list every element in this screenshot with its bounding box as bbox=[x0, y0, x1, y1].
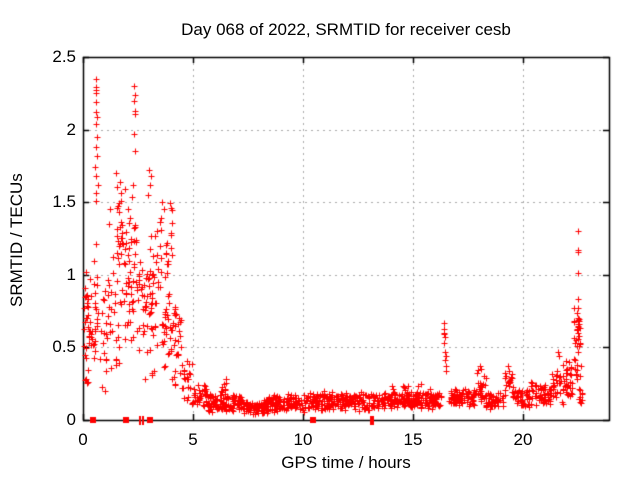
x-tick-label: 20 bbox=[513, 430, 533, 449]
y-tick-label: 0.5 bbox=[52, 337, 76, 357]
y-tick-label: 0 bbox=[66, 410, 76, 429]
x-tick-label: 5 bbox=[188, 430, 198, 449]
x-tick-label: 10 bbox=[293, 430, 313, 449]
x-tick-label: 15 bbox=[403, 430, 423, 449]
y-tick-label: 2.5 bbox=[52, 47, 76, 66]
chart-title: Day 068 of 2022, SRMTID for receiver ces… bbox=[181, 20, 511, 39]
y-axis-label: SRMTID / TECUs bbox=[7, 173, 26, 307]
y-tick-label: 1.5 bbox=[52, 192, 76, 212]
y-axis-label-wrap: SRMTID / TECUs bbox=[6, 120, 28, 360]
y-tick-label: 1 bbox=[66, 264, 76, 284]
x-axis-label: GPS time / hours bbox=[281, 453, 411, 472]
y-tick-label: 2 bbox=[66, 119, 76, 139]
x-tick-label: 0 bbox=[78, 430, 88, 449]
